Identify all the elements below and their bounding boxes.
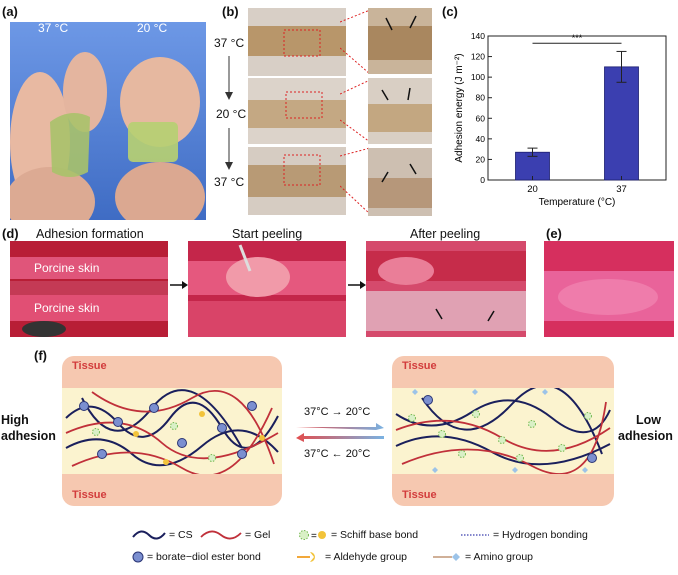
legend-schiff: = = Schiff base bond	[298, 529, 418, 541]
hydrogel-hand-photo: 37 °C 20 °C	[10, 22, 206, 220]
y-tick-label-2: 40	[476, 134, 486, 144]
panel-c-label: (c)	[442, 4, 458, 19]
panel-d-title-1: Adhesion formation	[36, 227, 144, 241]
borate-ester-icon	[132, 551, 144, 563]
skin-label-bottom: Porcine skin	[34, 301, 100, 315]
reversible-arrows	[296, 423, 384, 442]
aldehyde-group-icon	[297, 552, 315, 562]
legend-cs: = CS	[132, 529, 193, 541]
y-axis-label: Adhesion energy (J m⁻²)	[454, 53, 465, 162]
tissue-label-2: Tissue	[72, 489, 107, 501]
legend-aldehyde: = Aldehyde group	[296, 551, 407, 563]
legend-amino-text: = Amino group	[465, 551, 534, 563]
y-tick-label-3: 60	[476, 113, 486, 123]
low-adhesion-line1: Low	[636, 413, 661, 427]
panel-f-label: (f)	[34, 348, 47, 363]
significance-label: ***	[572, 33, 583, 43]
network-low-adhesion	[395, 388, 611, 474]
panel-d-label: (d)	[2, 226, 19, 241]
x-tick-label-20: 20	[527, 184, 538, 195]
schiff-base-icon: =	[299, 530, 326, 541]
panel-d-photo-after	[366, 241, 526, 337]
legend-cs-text: = CS	[169, 529, 193, 541]
y-tick-label-6: 120	[471, 52, 485, 62]
panel-e-photo	[544, 241, 674, 337]
legend-hbond: = Hydrogen bonding	[460, 529, 588, 541]
panel-b-photo-3	[248, 147, 346, 215]
panel-d-title-3: After peeling	[410, 227, 481, 241]
tissue-label-4: Tissue	[402, 489, 437, 501]
legend-aldehyde-text: = Aldehyde group	[325, 551, 408, 563]
arrow-right-icon-2	[348, 281, 366, 289]
x-axis-label: Temperature (°C)	[539, 197, 616, 208]
legend-borate: = borate−diol ester bond	[132, 551, 261, 563]
legend-schiff-text: = Schiff base bond	[331, 529, 419, 541]
legend-borate-text: = borate−diol ester bond	[147, 551, 261, 563]
bar-37	[604, 66, 639, 181]
panel-a-label: (a)	[2, 4, 18, 19]
panel-d-title-2: Start peeling	[232, 227, 303, 241]
svg-text:=: =	[311, 531, 317, 541]
amino-group-icon	[433, 553, 460, 561]
panel-b-zoom-lines	[340, 9, 371, 215]
panel-b-temp-2: 20 °C	[216, 107, 247, 121]
panel-b-photo-1	[248, 8, 346, 76]
bar-20	[515, 151, 550, 181]
legend-hbond-text: = Hydrogen bonding	[493, 529, 588, 541]
panel-b-zoom-1	[368, 8, 432, 74]
panel-b-cycle-arrows	[225, 56, 233, 170]
panel-b-temp-3: 37 °C	[214, 175, 245, 189]
panel-b-zoom-2	[368, 78, 432, 144]
legend-gel-text: = Gel	[245, 529, 271, 541]
skin-label-top: Porcine skin	[34, 261, 100, 275]
arrow-right-icon	[170, 281, 188, 289]
arrow-label-cooling: 37°C → 20°C	[304, 406, 371, 418]
hydrogen-bond-icon	[461, 534, 489, 536]
y-tick-label-5: 100	[471, 72, 485, 82]
high-adhesion-line1: High	[1, 413, 29, 427]
panel-d-photo-start	[188, 241, 346, 337]
panel-d-photo-formation: Porcine skin Porcine skin	[10, 241, 168, 337]
panel-e-label: (e)	[546, 226, 562, 241]
gel-chain-icon	[200, 530, 242, 540]
panel-b-label: (b)	[222, 4, 239, 19]
panel-b-zoom-3	[368, 148, 432, 216]
low-adhesion-line2: adhesion	[618, 429, 673, 443]
cs-chain-icon	[132, 530, 166, 540]
legend-amino: = Amino group	[432, 551, 533, 563]
adhesion-energy-chart: 0 20 40 60 80 100 120 140 20 37 *** Temperature (°C…	[454, 31, 667, 208]
tissue-label-3: Tissue	[402, 360, 437, 372]
x-tick-label-37: 37	[616, 184, 627, 195]
y-tick-label-4: 80	[476, 93, 486, 103]
legend-gel: = Gel	[200, 529, 270, 541]
tissue-label-1: Tissue	[72, 360, 107, 372]
panel-a-temp-right: 20 °C	[137, 22, 168, 35]
y-tick-label-1: 20	[476, 154, 486, 164]
y-tick-label-7: 140	[471, 31, 485, 41]
chart-frame	[487, 35, 667, 181]
panel-b-photo-2	[248, 78, 346, 144]
arrow-label-heating: 37°C ← 20°C	[304, 448, 371, 460]
network-high-adhesion	[65, 389, 279, 474]
panel-b-temp-1: 37 °C	[214, 36, 245, 50]
high-adhesion-line2: adhesion	[1, 429, 56, 443]
y-tick-label-0: 0	[480, 175, 485, 185]
panel-a-temp-left: 37 °C	[38, 22, 69, 35]
